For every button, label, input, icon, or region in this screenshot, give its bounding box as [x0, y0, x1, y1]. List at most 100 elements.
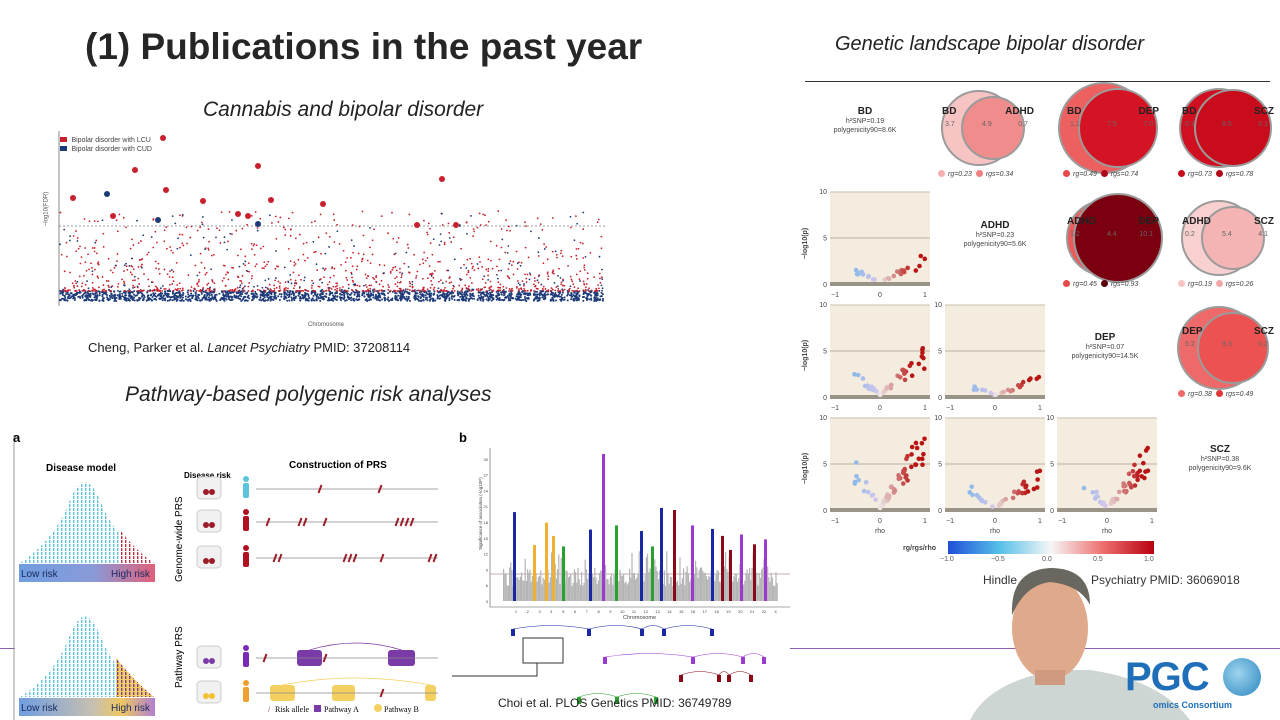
rgs-value: rgs=0.78	[1225, 171, 1254, 178]
snp-bar	[577, 567, 579, 601]
b-chromosome-tick-label: 19	[726, 609, 731, 614]
snp-point	[526, 293, 529, 296]
snp-point	[74, 280, 77, 282]
snp-point	[447, 294, 450, 297]
volcano-point	[856, 477, 861, 483]
snp-point	[207, 282, 210, 285]
venn-label: BD	[1067, 106, 1082, 117]
snp-point	[215, 299, 218, 302]
snp-point	[561, 255, 564, 258]
snp-point	[436, 289, 439, 292]
snp-point	[427, 222, 430, 225]
snp-point	[246, 223, 249, 226]
snp-bar	[605, 564, 607, 601]
snp-point	[267, 296, 270, 299]
volcano-point	[859, 269, 865, 275]
snp-point	[242, 286, 245, 289]
snp-point	[151, 281, 154, 284]
snp-point	[163, 287, 166, 290]
genome-wide-prs-label: Genome-wide PRS	[174, 496, 185, 582]
snp-point	[398, 290, 401, 292]
snp-bar	[539, 575, 541, 601]
snp-point	[134, 279, 136, 282]
snp-point	[124, 296, 127, 299]
snp-point	[485, 298, 488, 301]
significant-snp-bar	[545, 522, 548, 601]
snp-point	[166, 273, 169, 276]
snp-point	[175, 289, 178, 291]
snp-point	[141, 263, 143, 266]
snp-point	[136, 286, 139, 289]
snp-point	[419, 297, 422, 300]
snp-point	[92, 293, 95, 296]
snp-point	[573, 295, 576, 298]
snp-point	[355, 268, 358, 271]
snp-point	[291, 298, 294, 301]
snp-point	[175, 291, 178, 294]
snp-point	[151, 290, 154, 292]
snp-point	[585, 289, 587, 292]
snp-point	[105, 294, 108, 297]
snp-bar	[649, 568, 651, 601]
volcano-point	[979, 498, 985, 504]
snp-point	[75, 230, 77, 232]
snp-point	[473, 297, 476, 300]
snp-point	[584, 255, 587, 258]
snp-bar	[607, 579, 609, 601]
snp-point	[547, 289, 550, 292]
volcano-point	[1034, 469, 1040, 474]
snp-point	[361, 294, 364, 297]
snp-point	[586, 292, 589, 295]
snp-point	[585, 283, 588, 285]
snp-point	[172, 280, 175, 283]
snp-point	[527, 256, 530, 259]
snp-point	[292, 294, 295, 297]
snp-bar	[542, 577, 544, 601]
snp-point	[461, 293, 464, 296]
snp-point	[267, 298, 270, 301]
rgs-value: rgs=0.93	[1110, 281, 1139, 288]
snp-point	[98, 299, 101, 302]
snp-point	[113, 297, 116, 300]
snp-point	[224, 294, 227, 297]
b-chromosome-tick-label: 20	[738, 609, 743, 614]
snp-point	[421, 289, 424, 292]
snp-point	[81, 289, 84, 292]
pathway-gene	[640, 629, 644, 636]
snp-point	[492, 289, 495, 292]
snp-point	[294, 296, 297, 299]
snp-point	[383, 290, 386, 293]
snp-point	[321, 297, 324, 300]
snp-point	[533, 277, 536, 279]
snp-point	[575, 294, 578, 297]
snp-point	[379, 296, 382, 299]
volcano-point	[1034, 376, 1040, 382]
snp-point	[274, 294, 277, 297]
significant-snp-bar	[602, 454, 605, 601]
snp-point	[184, 298, 187, 301]
snp-point	[341, 293, 344, 296]
snp-point	[145, 299, 148, 302]
pathway-link	[616, 693, 657, 698]
snp-point	[516, 280, 519, 282]
y-tick-label: 0	[938, 395, 942, 402]
snp-point	[403, 262, 406, 265]
snp-point	[598, 290, 601, 292]
snp-point	[376, 295, 379, 298]
snp-point	[559, 290, 562, 292]
trait-summary-dep: DEP h²SNP=0.07 polygenicity90=14.5K	[1050, 332, 1160, 361]
snp-point	[378, 283, 381, 286]
snp-point	[343, 294, 346, 297]
snp-point	[155, 298, 158, 301]
high-risk-label: High risk	[111, 569, 151, 580]
pathway-link	[604, 653, 694, 658]
snp-point	[238, 265, 241, 268]
snp-point	[84, 261, 87, 264]
snp-point	[111, 271, 114, 274]
snp-bar	[567, 577, 569, 601]
venn-circle	[1197, 312, 1269, 384]
snp-point	[463, 263, 465, 266]
snp-bar	[608, 584, 610, 601]
snp-bar	[759, 577, 761, 601]
snp-point	[450, 241, 453, 243]
